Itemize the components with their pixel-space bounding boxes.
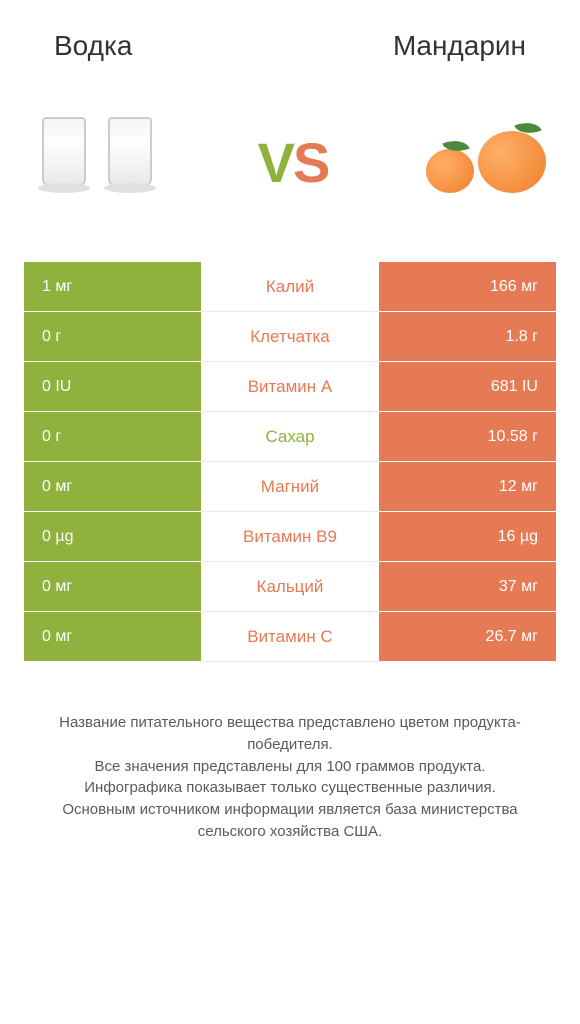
- mandarin-icon: [426, 149, 474, 193]
- left-value-cell: 0 мг: [24, 612, 201, 662]
- right-value-cell: 16 µg: [379, 512, 556, 562]
- left-value-cell: 0 мг: [24, 462, 201, 512]
- left-value-cell: 0 IU: [24, 362, 201, 412]
- table-row: 0 мгМагний12 мг: [24, 462, 556, 512]
- left-product-title: Водка: [54, 30, 132, 62]
- header: Водка Mандарин: [24, 30, 556, 82]
- shot-glass-icon: [100, 117, 160, 207]
- table-row: 0 гКлетчатка1.8 г: [24, 312, 556, 362]
- table-row: 0 гСахар10.58 г: [24, 412, 556, 462]
- footer-line: Все значения представлены для 100 граммо…: [32, 756, 548, 778]
- right-value-cell: 37 мг: [379, 562, 556, 612]
- nutrient-table: 1 мгКалий166 мг0 гКлетчатка1.8 г0 IUВита…: [24, 262, 556, 662]
- footer-line: Основным источником информации является …: [32, 799, 548, 843]
- footer-note: Название питательного вещества представл…: [24, 662, 556, 843]
- vs-v-letter: V: [258, 131, 293, 194]
- shot-glass-icon: [34, 117, 94, 207]
- left-value-cell: 0 µg: [24, 512, 201, 562]
- vs-s-letter: S: [293, 131, 328, 194]
- vs-badge: VS: [258, 130, 329, 195]
- right-value-cell: 1.8 г: [379, 312, 556, 362]
- table-row: 0 мгВитамин C26.7 мг: [24, 612, 556, 662]
- right-value-cell: 26.7 мг: [379, 612, 556, 662]
- table-row: 0 мгКальций37 мг: [24, 562, 556, 612]
- left-value-cell: 1 мг: [24, 262, 201, 312]
- nutrient-name-cell: Кальций: [201, 562, 379, 612]
- vodka-image: [34, 117, 160, 207]
- footer-line: Инфографика показывает только существенн…: [32, 777, 548, 799]
- table-row: 1 мгКалий166 мг: [24, 262, 556, 312]
- right-value-cell: 166 мг: [379, 262, 556, 312]
- mandarin-image: [426, 131, 546, 193]
- right-value-cell: 681 IU: [379, 362, 556, 412]
- left-value-cell: 0 мг: [24, 562, 201, 612]
- table-row: 0 µgВитамин B916 µg: [24, 512, 556, 562]
- table-row: 0 IUВитамин A681 IU: [24, 362, 556, 412]
- left-value-cell: 0 г: [24, 312, 201, 362]
- nutrient-name-cell: Магний: [201, 462, 379, 512]
- right-product-title: Mандарин: [393, 30, 526, 62]
- mandarin-icon: [478, 131, 546, 193]
- right-value-cell: 12 мг: [379, 462, 556, 512]
- footer-line: Название питательного вещества представл…: [32, 712, 548, 756]
- nutrient-name-cell: Витамин C: [201, 612, 379, 662]
- nutrient-name-cell: Витамин B9: [201, 512, 379, 562]
- nutrient-name-cell: Сахар: [201, 412, 379, 462]
- nutrient-name-cell: Витамин A: [201, 362, 379, 412]
- nutrient-name-cell: Калий: [201, 262, 379, 312]
- left-value-cell: 0 г: [24, 412, 201, 462]
- images-row: VS: [24, 82, 556, 262]
- nutrient-name-cell: Клетчатка: [201, 312, 379, 362]
- right-value-cell: 10.58 г: [379, 412, 556, 462]
